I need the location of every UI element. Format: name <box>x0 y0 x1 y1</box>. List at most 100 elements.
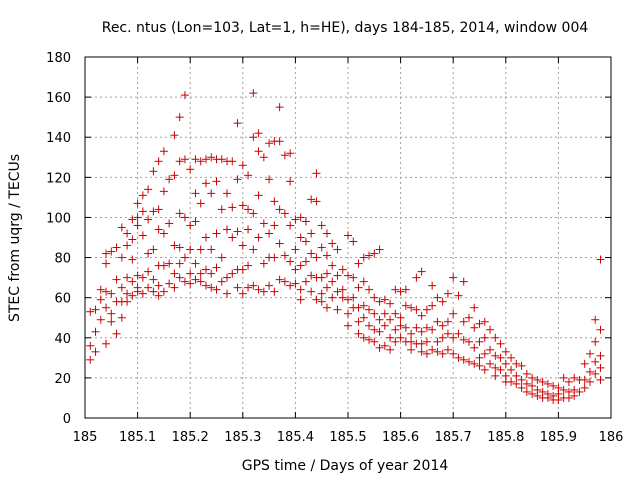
data-point <box>201 233 210 242</box>
data-point <box>107 247 116 256</box>
data-point <box>459 317 468 326</box>
data-point <box>407 329 416 338</box>
data-point <box>580 383 589 392</box>
data-point <box>138 273 147 282</box>
data-point <box>375 315 384 324</box>
data-point <box>123 297 132 306</box>
data-point <box>370 337 379 346</box>
data-point <box>244 261 253 270</box>
data-point <box>454 291 463 300</box>
data-point <box>265 175 274 184</box>
data-point <box>459 355 468 364</box>
data-point <box>580 359 589 368</box>
data-point <box>570 373 579 382</box>
data-point <box>591 369 600 378</box>
data-point <box>391 325 400 334</box>
data-point <box>223 289 232 298</box>
data-point <box>396 313 405 322</box>
data-point <box>312 197 321 206</box>
data-point <box>412 323 421 332</box>
data-point <box>291 215 300 224</box>
data-point <box>102 259 111 268</box>
data-point <box>428 301 437 310</box>
data-point <box>375 327 384 336</box>
data-point <box>117 223 126 232</box>
data-point <box>354 283 363 292</box>
data-point <box>301 217 310 226</box>
data-point <box>107 317 116 326</box>
data-point <box>443 317 452 326</box>
data-point <box>280 151 289 160</box>
data-point <box>443 289 452 298</box>
data-point <box>380 341 389 350</box>
y-tick-label: 100 <box>46 211 71 226</box>
data-point <box>401 301 410 310</box>
data-point <box>149 275 158 284</box>
data-point <box>317 297 326 306</box>
data-point <box>207 269 216 278</box>
data-point <box>317 221 326 230</box>
data-point <box>375 343 384 352</box>
data-point <box>280 209 289 218</box>
data-point <box>159 187 168 196</box>
data-point <box>159 261 168 270</box>
x-tick-label: 186 <box>599 430 624 445</box>
y-tick-label: 160 <box>46 91 71 106</box>
data-point <box>365 321 374 330</box>
data-point <box>459 335 468 344</box>
data-point <box>422 323 431 332</box>
data-point <box>386 345 395 354</box>
data-point <box>464 337 473 346</box>
data-point <box>459 277 468 286</box>
data-point <box>317 273 326 282</box>
data-point <box>133 199 142 208</box>
data-point <box>180 155 189 164</box>
data-point <box>244 205 253 214</box>
x-tick-label: 185.6 <box>382 430 419 445</box>
data-point <box>233 283 242 292</box>
data-point <box>259 287 268 296</box>
data-point <box>386 299 395 308</box>
x-tick-label: 185.7 <box>435 430 472 445</box>
data-point <box>228 203 237 212</box>
data-point <box>333 271 342 280</box>
data-point <box>165 279 174 288</box>
data-point <box>233 175 242 184</box>
data-point <box>422 349 431 358</box>
data-point <box>475 337 484 346</box>
data-point <box>128 235 137 244</box>
data-point <box>359 313 368 322</box>
data-point <box>270 197 279 206</box>
data-point <box>280 251 289 260</box>
data-point <box>312 295 321 304</box>
data-point <box>180 213 189 222</box>
data-point <box>564 377 573 386</box>
data-point <box>133 221 142 230</box>
data-point <box>159 147 168 156</box>
data-point <box>291 279 300 288</box>
data-point <box>180 253 189 262</box>
y-tick-labels: 0 20 40 60 80 100 120 140 160 180 <box>46 51 71 427</box>
data-point <box>223 189 232 198</box>
data-point <box>496 339 505 348</box>
data-point <box>149 245 158 254</box>
data-point <box>428 281 437 290</box>
data-point <box>259 219 268 228</box>
data-point <box>317 289 326 298</box>
data-point <box>301 277 310 286</box>
data-point <box>312 169 321 178</box>
data-point <box>238 289 247 298</box>
data-point <box>391 285 400 294</box>
data-point <box>196 157 205 166</box>
data-point <box>191 155 200 164</box>
data-point <box>591 357 600 366</box>
data-point <box>443 345 452 354</box>
x-tick-labels: 185 185.1 185.2 185.3 185.4 185.5 185.6 185.7 18… <box>73 430 624 445</box>
data-point <box>480 317 489 326</box>
data-point <box>344 309 352 318</box>
data-point <box>417 347 426 356</box>
data-point <box>96 315 105 324</box>
data-point <box>128 215 137 224</box>
data-point <box>580 375 589 384</box>
data-point <box>144 267 153 276</box>
